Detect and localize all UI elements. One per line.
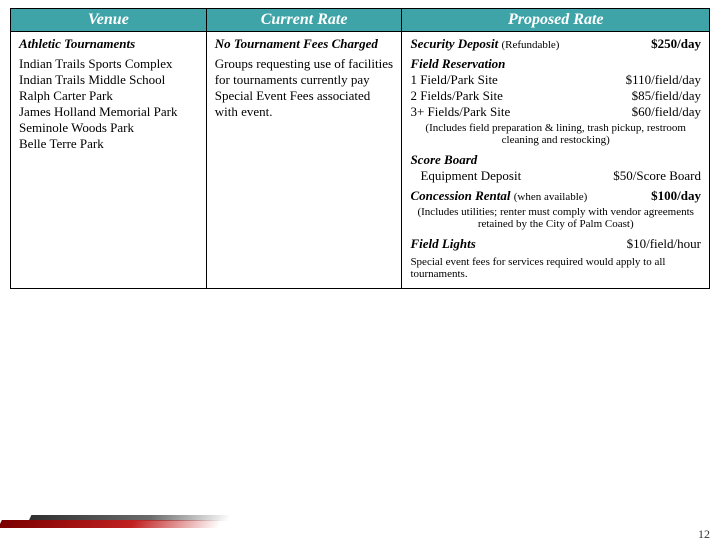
concession-note: (Includes utilities; renter must comply … <box>410 206 701 230</box>
current-cell: No Tournament Fees Charged Groups reques… <box>206 32 402 289</box>
current-title: No Tournament Fees Charged <box>215 36 394 52</box>
venue-item: Seminole Woods Park <box>19 120 198 136</box>
field-row: 2 Fields/Park Site $85/field/day <box>410 88 701 104</box>
venue-title: Athletic Tournaments <box>19 36 198 52</box>
scoreboard-amount: $50/Score Board <box>607 168 701 184</box>
concession-row: Concession Rental (when available) $100/… <box>410 188 701 204</box>
venue-cell: Athletic Tournaments Indian Trails Sport… <box>11 32 207 289</box>
field-row-amount: $60/field/day <box>626 104 701 120</box>
current-body: Groups requesting use of facilities for … <box>215 56 394 120</box>
venue-item: Indian Trails Sports Complex <box>19 56 198 72</box>
header-proposed: Proposed Rate <box>402 9 710 32</box>
field-row-label: 1 Field/Park Site <box>410 72 619 88</box>
scoreboard-label: Equipment Deposit <box>410 168 607 184</box>
field-row-amount: $110/field/day <box>620 72 701 88</box>
proposed-cell: Security Deposit (Refundable) $250/day F… <box>402 32 710 289</box>
field-reservation-note: (Includes field preparation & lining, tr… <box>410 122 701 146</box>
security-label: Security Deposit <box>410 36 498 51</box>
field-row: 3+ Fields/Park Site $60/field/day <box>410 104 701 120</box>
field-row-label: 3+ Fields/Park Site <box>410 104 625 120</box>
lights-row: Field Lights $10/field/hour <box>410 236 701 252</box>
decorative-swoosh <box>0 510 260 528</box>
concession-note-inline: (when available) <box>514 191 588 203</box>
field-row-amount: $85/field/day <box>626 88 701 104</box>
venue-item: Belle Terre Park <box>19 136 198 152</box>
field-row: 1 Field/Park Site $110/field/day <box>410 72 701 88</box>
scoreboard-row: Equipment Deposit $50/Score Board <box>410 168 701 184</box>
concession-amount: $100/day <box>645 188 701 204</box>
field-row-label: 2 Fields/Park Site <box>410 88 625 104</box>
venue-item: Ralph Carter Park <box>19 88 198 104</box>
security-note: (Refundable) <box>501 39 559 51</box>
header-current: Current Rate <box>206 9 402 32</box>
proposed-footer: Special event fees for services required… <box>410 256 701 280</box>
security-deposit-row: Security Deposit (Refundable) $250/day <box>410 36 701 52</box>
field-reservation-heading: Field Reservation <box>410 56 701 72</box>
concession-label: Concession Rental <box>410 188 510 203</box>
header-venue: Venue <box>11 9 207 32</box>
security-amount: $250/day <box>645 36 701 52</box>
scoreboard-heading: Score Board <box>410 152 701 168</box>
lights-label: Field Lights <box>410 236 620 252</box>
venue-item: James Holland Memorial Park <box>19 104 198 120</box>
venue-list: Indian Trails Sports Complex Indian Trai… <box>19 56 198 152</box>
venue-item: Indian Trails Middle School <box>19 72 198 88</box>
lights-amount: $10/field/hour <box>621 236 701 252</box>
rate-table: Venue Current Rate Proposed Rate Athleti… <box>10 8 710 289</box>
